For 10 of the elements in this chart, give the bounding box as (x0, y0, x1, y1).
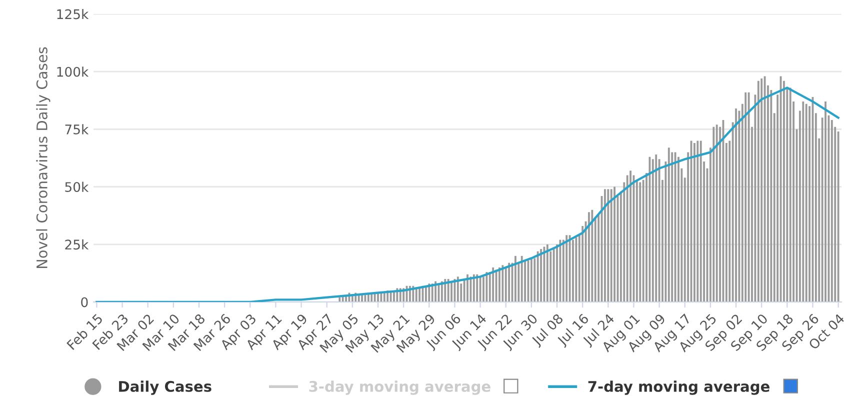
y-tick-label: 125k (57, 8, 89, 20)
y-axis-title: Novel Coronavirus Daily Cases (36, 47, 50, 268)
y-tick-label: 0 (81, 297, 88, 308)
y-tick-label: 50k (65, 182, 89, 192)
y-tick-label: 75k (65, 124, 89, 134)
legend-label: 7-day moving average (588, 380, 770, 395)
y-tick-label: 25k (65, 239, 89, 250)
line-series (96, 86, 840, 302)
legend-label: Daily Cases (119, 380, 212, 395)
y-tick-label: 100k (57, 66, 89, 77)
